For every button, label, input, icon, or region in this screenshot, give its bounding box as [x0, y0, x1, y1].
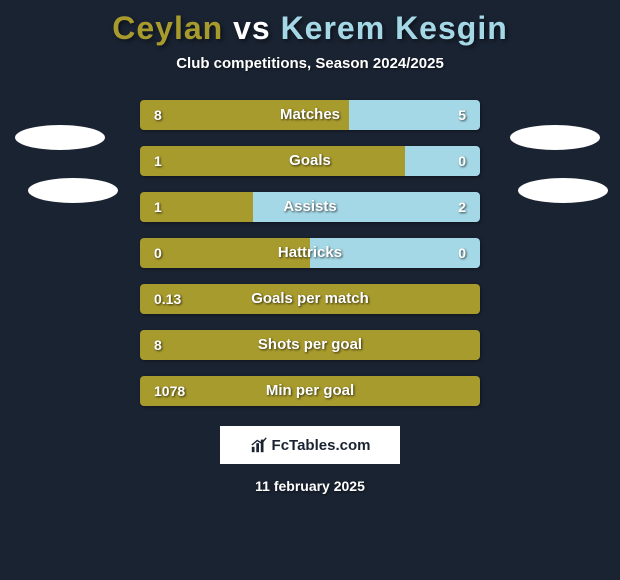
stat-right-value: 5	[458, 100, 466, 130]
stat-label: Goals per match	[140, 284, 480, 314]
stat-row: 8Matches5	[140, 100, 480, 130]
footer-date: 11 february 2025	[0, 478, 620, 494]
decorative-ellipse	[510, 125, 600, 150]
decorative-ellipse	[15, 125, 105, 150]
vs-text: vs	[233, 10, 271, 46]
stat-row: 1078Min per goal	[140, 376, 480, 406]
stat-row: 1Assists2	[140, 192, 480, 222]
stat-right-value: 0	[458, 238, 466, 268]
decorative-ellipse	[28, 178, 118, 203]
stat-row: 8Shots per goal	[140, 330, 480, 360]
brand-badge[interactable]: FcTables.com	[220, 426, 400, 464]
stat-label: Goals	[140, 146, 480, 176]
stat-row: 1Goals0	[140, 146, 480, 176]
stat-right-value: 0	[458, 146, 466, 176]
stat-right-value: 2	[458, 192, 466, 222]
stat-row: 0.13Goals per match	[140, 284, 480, 314]
stat-label: Hattricks	[140, 238, 480, 268]
brand-text: FcTables.com	[272, 437, 371, 454]
player2-name: Kerem Kesgin	[281, 10, 508, 46]
stats-container: 8Matches51Goals01Assists20Hattricks00.13…	[140, 100, 480, 406]
chart-icon	[250, 436, 268, 454]
stat-label: Min per goal	[140, 376, 480, 406]
stat-row: 0Hattricks0	[140, 238, 480, 268]
stat-label: Assists	[140, 192, 480, 222]
stat-label: Shots per goal	[140, 330, 480, 360]
player1-name: Ceylan	[112, 10, 223, 46]
decorative-ellipse	[518, 178, 608, 203]
stat-label: Matches	[140, 100, 480, 130]
subtitle: Club competitions, Season 2024/2025	[0, 55, 620, 72]
page-title: Ceylan vs Kerem Kesgin	[0, 0, 620, 47]
